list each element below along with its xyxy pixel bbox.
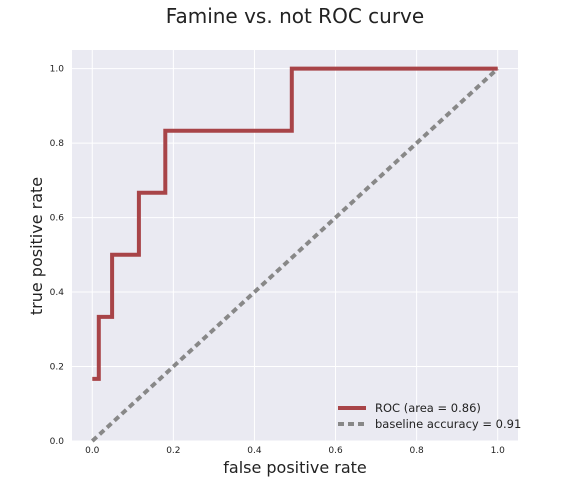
series-layer <box>90 66 500 443</box>
y-tick-label: 0.0 <box>50 437 65 447</box>
x-tick-label: 0.0 <box>85 446 100 456</box>
legend-label: baseline accuracy = 0.91 <box>375 417 521 431</box>
x-tick-label: 0.4 <box>247 446 262 456</box>
y-tick-label: 0.4 <box>50 288 65 298</box>
x-axis-label: false positive rate <box>223 458 367 477</box>
x-tick-label: 0.6 <box>328 446 343 456</box>
legend-label: ROC (area = 0.86) <box>375 401 481 415</box>
baseline-line <box>90 67 500 443</box>
x-tick-label: 0.2 <box>166 446 180 456</box>
plot-area <box>72 50 518 441</box>
grid-lines <box>72 50 518 442</box>
chart-title: Famine vs. not ROC curve <box>166 4 424 28</box>
x-tick-label: 1.0 <box>491 446 506 456</box>
legend: ROC (area = 0.86) baseline accuracy = 0.9… <box>338 401 521 431</box>
y-axis-label: true positive rate <box>27 177 46 315</box>
y-tick-label: 0.8 <box>50 139 65 149</box>
y-tick-label: 0.6 <box>50 214 65 224</box>
roc-curve <box>92 66 498 381</box>
x-tick-label: 0.8 <box>409 446 424 456</box>
x-ticks: 0.0 0.2 0.4 0.6 0.8 1.0 <box>85 446 505 456</box>
y-tick-label: 1.0 <box>50 65 65 75</box>
y-tick-label: 0.2 <box>50 363 64 373</box>
y-ticks: 0.0 0.2 0.4 0.6 0.8 1.0 <box>50 65 65 447</box>
